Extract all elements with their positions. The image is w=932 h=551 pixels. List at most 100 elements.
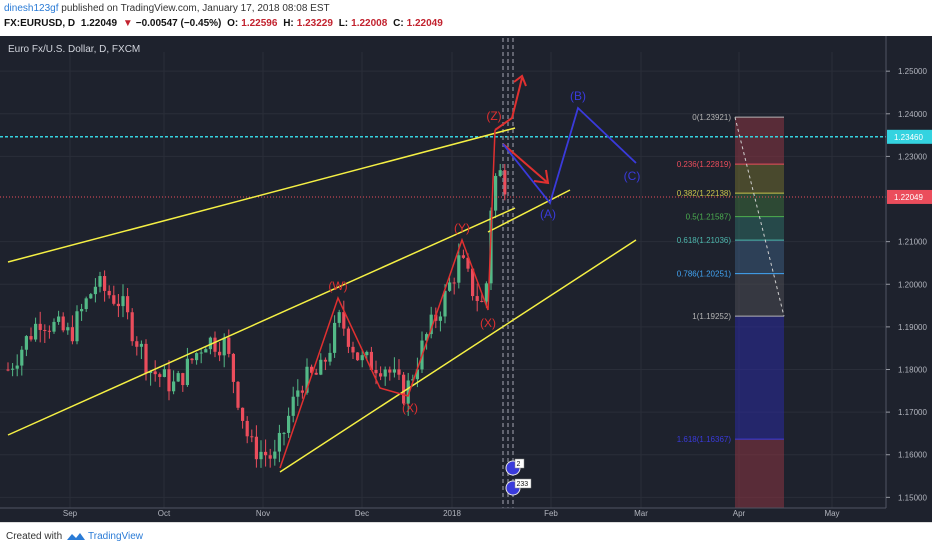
candle-body (415, 369, 419, 380)
wave-label: (Y) (454, 221, 470, 235)
candle-body (34, 323, 38, 340)
high-label: H: (283, 18, 294, 29)
candle-body (139, 343, 143, 347)
candle-body (346, 328, 350, 347)
candle-body (144, 343, 148, 374)
candle-body (29, 336, 33, 340)
wave-label: (C) (624, 169, 641, 183)
fib-level-label: 1(1.19252) (692, 312, 731, 321)
price-label-box (887, 129, 932, 144)
time-tick-label: Nov (256, 509, 270, 518)
candle-body (245, 420, 249, 437)
time-tick-label: Apr (733, 509, 746, 518)
candle-body (103, 276, 107, 291)
drawings[interactable] (0, 38, 886, 508)
candle-body (80, 309, 84, 312)
candle-body (11, 368, 15, 370)
footer: Created with TradingView (0, 522, 932, 551)
candle-body (116, 303, 120, 307)
candle-body (369, 351, 373, 370)
price-tick-label: 1.15000 (898, 493, 927, 502)
price-axis[interactable]: 1.25000 1.24000 1.23000 1.21000 1.20000 1.190… (885, 36, 932, 508)
candle-body (15, 365, 19, 369)
fib-retracement[interactable]: 0(1.23921) 0.236(1.22819) 0.382(1.22138) 0.… (677, 113, 785, 508)
price-tick-label: 1.19000 (898, 323, 927, 332)
candle-body (379, 373, 383, 377)
candle-body (57, 316, 61, 322)
candle-body (461, 255, 465, 258)
candle-body (121, 296, 125, 307)
low-value: 1.22008 (351, 18, 388, 29)
candle-body (337, 312, 341, 323)
wave-label: (X) (402, 401, 418, 415)
time-tick-label: Dec (355, 509, 369, 518)
candle-body (383, 369, 387, 377)
candle-body (457, 255, 461, 283)
candle-body (466, 257, 470, 269)
candle-body (319, 359, 323, 375)
price-tick-label: 1.25000 (898, 67, 927, 76)
event-count: 2 (517, 461, 521, 468)
wave-path-blue[interactable] (502, 106, 637, 205)
tradingview-logo-icon[interactable] (66, 531, 86, 543)
candle-body (448, 282, 452, 291)
candle-body (24, 336, 28, 350)
price-chart[interactable]: Euro Fx/U.S. Dollar, D, FXCM 0(1.23921)0… (0, 36, 932, 522)
fib-level-label: 0.236(1.22819) (677, 160, 732, 169)
candle-body (98, 276, 102, 287)
time-axis[interactable]: Sep Oct Nov Dec 2018 Feb Mar Apr May (0, 507, 886, 518)
candle-body (75, 311, 79, 342)
candle-body (47, 330, 51, 332)
trend-line[interactable] (487, 189, 571, 233)
candle-body (429, 314, 433, 335)
event-badges[interactable]: 2 233 (505, 458, 532, 496)
candle-body (268, 455, 272, 459)
candle-body (158, 374, 162, 377)
price-label: 1.23460 (894, 133, 923, 142)
time-tick-label: Mar (634, 509, 648, 518)
low-label: L: (338, 18, 349, 29)
fib-zone (735, 117, 784, 165)
candle-body (167, 369, 171, 392)
projection-arrow-up[interactable] (494, 77, 523, 131)
wave-label: (A) (540, 207, 556, 221)
tradingview-brand-link[interactable]: TradingView (88, 531, 144, 542)
time-tick-label: Feb (544, 509, 558, 518)
candle-body (328, 352, 332, 362)
price-label: 1.22049 (894, 193, 923, 202)
candle-body (333, 322, 337, 353)
close-label: C: (393, 18, 404, 29)
fib-trend-line (734, 117, 785, 317)
candle-body (254, 436, 258, 460)
trend-line[interactable] (7, 207, 516, 436)
chart-area[interactable]: Euro Fx/U.S. Dollar, D, FXCM 0(1.23921) 0… (0, 36, 932, 522)
fib-zone (735, 164, 784, 194)
candle-body (356, 352, 360, 361)
fib-level-label: 1.618(1.16367) (677, 435, 732, 444)
wave-path-red[interactable] (279, 129, 496, 469)
fib-zone (735, 316, 784, 440)
candle-body (38, 323, 42, 330)
trend-line[interactable] (279, 239, 637, 473)
candle-body (241, 407, 245, 421)
price-tick-label: 1.17000 (898, 408, 927, 417)
candle-body (425, 334, 429, 341)
author-link[interactable]: dinesh123gf (4, 3, 59, 14)
projection-arrow-down[interactable] (502, 143, 549, 184)
candle-body (411, 379, 415, 381)
trend-line[interactable] (7, 127, 516, 263)
candle-body (218, 351, 222, 356)
candle-body (365, 351, 369, 356)
candle-body (20, 349, 24, 366)
candle-body (475, 296, 479, 301)
candle-body (264, 451, 268, 456)
candle-body (291, 396, 295, 416)
candle-body (185, 358, 189, 386)
candle-body (236, 381, 240, 408)
candle-body (484, 283, 488, 302)
candle-body (494, 175, 498, 211)
publish-line: dinesh123gf published on TradingView.com… (4, 3, 330, 14)
candle-body (351, 346, 355, 353)
wave-label: (X) (480, 316, 496, 330)
candles (6, 163, 507, 468)
